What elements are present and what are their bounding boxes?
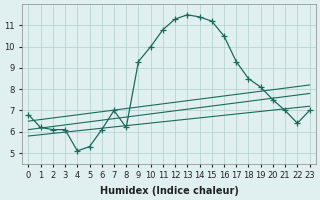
X-axis label: Humidex (Indice chaleur): Humidex (Indice chaleur): [100, 186, 238, 196]
